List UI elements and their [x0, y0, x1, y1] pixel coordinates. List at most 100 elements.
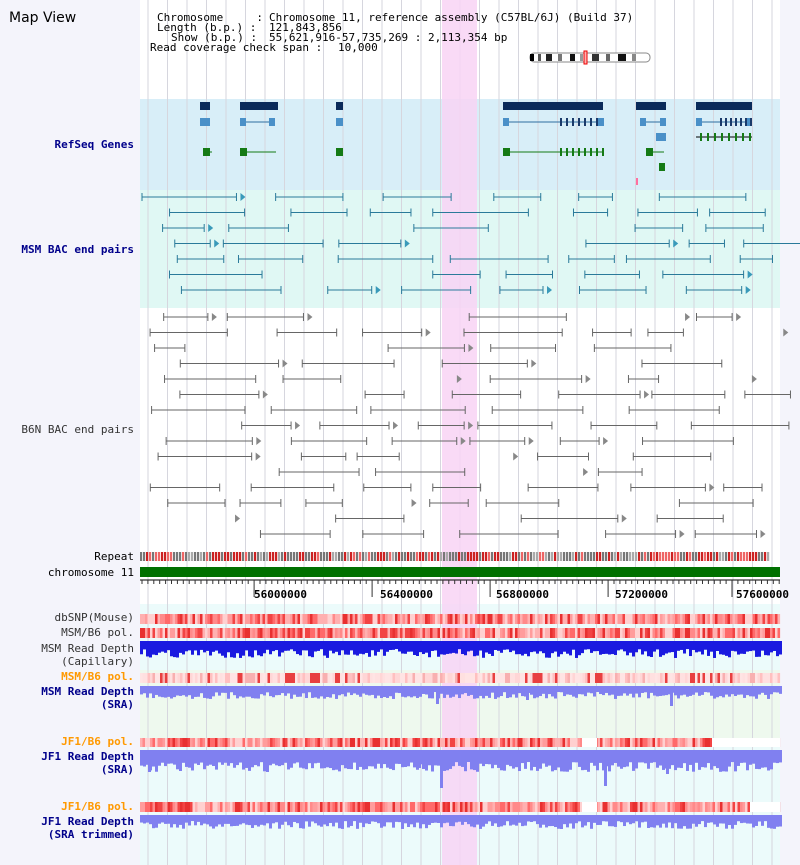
read-depth-bar: [218, 750, 221, 763]
track-label-b6n-bac[interactable]: B6N BAC end pairs: [21, 423, 134, 436]
heat-cell: [360, 628, 363, 638]
heat-cell: [770, 628, 773, 638]
repeat-element: [587, 552, 590, 561]
read-depth-bar: [446, 815, 449, 823]
heat-cell: [750, 614, 753, 624]
heat-cell: [270, 628, 273, 638]
heat-cell: [355, 802, 358, 812]
read-depth-bar: [281, 815, 284, 825]
heat-cell: [200, 614, 203, 624]
track-label-jf1-pol-2[interactable]: JF1/B6 pol.: [61, 800, 134, 813]
read-depth-bar: [362, 686, 365, 694]
heat-cell: [402, 628, 406, 638]
heat-cell: [160, 673, 163, 683]
read-depth-bar: [179, 750, 182, 771]
heat-cell: [270, 738, 273, 747]
track-label-msm-depth-sra[interactable]: MSM Read Depth: [41, 685, 134, 698]
heat-cell: [622, 628, 626, 638]
heat-cell: [462, 802, 466, 812]
heat-cell: [480, 738, 483, 747]
read-depth-bar: [755, 686, 758, 699]
read-depth-bar: [620, 686, 623, 696]
heat-cell: [392, 673, 396, 683]
read-depth-bar: [719, 641, 722, 655]
heat-cell: [465, 628, 468, 638]
read-depth-bar: [185, 750, 188, 767]
heat-cell: [590, 673, 593, 683]
track-label-msm-bac[interactable]: MSM BAC end pairs: [21, 243, 134, 256]
heat-cell: [770, 614, 773, 624]
track-label-refseq[interactable]: RefSeq Genes: [54, 138, 134, 151]
repeat-element: [572, 552, 575, 561]
heat-cell: [777, 614, 781, 624]
read-depth-bar: [617, 750, 620, 767]
read-depth-bar: [308, 750, 311, 764]
read-depth-bar: [416, 815, 419, 823]
read-depth-bar: [740, 641, 743, 654]
heat-cell: [152, 738, 156, 747]
read-depth-bar: [734, 815, 737, 825]
repeat-element: [533, 552, 536, 561]
heat-cell: [362, 614, 366, 624]
read-depth-bar: [740, 815, 743, 824]
read-depth-bar: [197, 686, 200, 697]
read-depth-bar: [413, 641, 416, 655]
heat-cell: [735, 614, 738, 624]
track-label-jf1-depth[interactable]: JF1 Read Depth: [41, 750, 134, 763]
heat-cell: [182, 628, 186, 638]
heat-cell: [247, 673, 251, 683]
repeat-element: [392, 552, 395, 561]
track-label-msm-pol[interactable]: MSM/B6 pol.: [61, 626, 134, 639]
heat-cell: [180, 673, 183, 683]
track-label-msm-pol-2[interactable]: MSM/B6 pol.: [61, 670, 134, 683]
repeat-element: [617, 552, 620, 561]
heat-cell: [367, 614, 371, 624]
heat-cell: [385, 673, 388, 683]
heat-cell: [405, 802, 408, 812]
read-depth-bar: [215, 750, 218, 770]
heat-cell: [552, 673, 556, 683]
repeat-element: [560, 552, 563, 561]
heat-cell: [345, 628, 348, 638]
read-depth-bar: [254, 815, 257, 826]
read-depth-bar: [188, 686, 191, 696]
heat-cell: [462, 738, 466, 747]
heat-cell: [230, 673, 233, 683]
read-depth-bar: [515, 750, 518, 768]
track-label-msm-depth-cap[interactable]: MSM Read Depth: [41, 642, 134, 655]
read-depth-bar: [179, 686, 182, 696]
heat-cell: [670, 628, 673, 638]
read-depth-bar: [341, 641, 344, 651]
heat-cell: [200, 802, 203, 812]
read-depth-bar: [404, 641, 407, 654]
read-depth-bar: [764, 750, 767, 768]
read-depth-bar: [734, 750, 737, 772]
heat-cell: [250, 802, 253, 812]
heat-cell: [255, 673, 258, 683]
heat-cell: [197, 802, 201, 812]
read-depth-bar: [248, 815, 251, 826]
track-label-dbsnp[interactable]: dbSNP(Mouse): [54, 611, 134, 624]
repeat-element: [602, 552, 605, 561]
read-depth-bar: [749, 750, 752, 765]
heat-cell: [717, 802, 721, 812]
bac-end-arrow: [585, 375, 591, 383]
heat-cell: [420, 628, 423, 638]
read-depth-bar: [386, 641, 389, 652]
heat-cell: [775, 614, 778, 624]
repeat-element: [365, 552, 368, 561]
track-label-jf1-pol[interactable]: JF1/B6 pol.: [61, 735, 134, 748]
heat-cell: [522, 628, 526, 638]
heat-cell: [342, 628, 346, 638]
heat-cell: [337, 802, 341, 812]
track-label-jf1-trim[interactable]: JF1 Read Depth: [41, 815, 134, 828]
heat-cell: [732, 802, 736, 812]
heat-cell: [342, 614, 346, 624]
read-depth-bar: [236, 641, 239, 654]
read-depth-bar: [341, 750, 344, 766]
heat-cell: [692, 614, 696, 624]
read-depth-bar: [368, 641, 371, 657]
heat-cell: [695, 802, 698, 812]
